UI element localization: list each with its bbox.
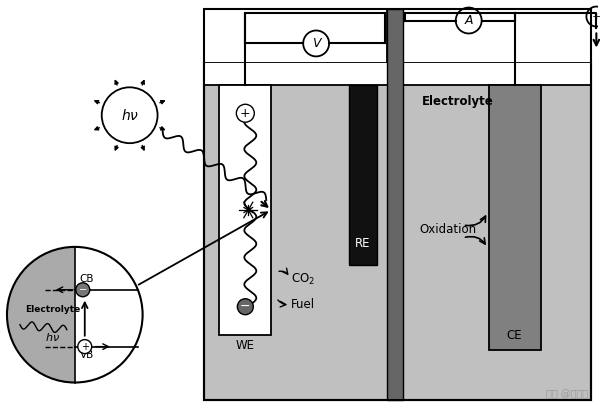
Text: $h\nu$: $h\nu$ [46, 330, 61, 343]
Text: Oxidation: Oxidation [419, 223, 476, 236]
Text: RE: RE [355, 237, 371, 250]
Text: Electrolyte: Electrolyte [25, 305, 80, 314]
Text: WE: WE [236, 339, 255, 352]
Text: +: + [81, 342, 89, 352]
Bar [220, 85, 271, 335]
Bar [349, 85, 377, 265]
Bar [205, 63, 592, 400]
Text: −: − [240, 300, 251, 313]
Bar [205, 63, 592, 85]
Text: CO$_2$: CO$_2$ [291, 272, 315, 288]
Text: CE: CE [507, 328, 523, 342]
Text: Fuel: Fuel [291, 298, 316, 311]
Text: A: A [464, 14, 473, 27]
Text: −: − [79, 285, 87, 295]
Bar [205, 9, 592, 400]
Bar [488, 85, 541, 350]
Text: $h\nu$: $h\nu$ [121, 108, 139, 123]
Text: Electrolyte: Electrolyte [422, 95, 494, 108]
Bar [205, 9, 387, 63]
Text: V: V [312, 37, 320, 50]
Text: +: + [240, 107, 251, 120]
Bar [387, 9, 403, 400]
Text: CB: CB [80, 274, 94, 284]
Wedge shape [75, 247, 143, 382]
Circle shape [78, 339, 92, 354]
Wedge shape [7, 247, 75, 382]
Text: +: + [592, 11, 600, 22]
Circle shape [236, 104, 254, 122]
Circle shape [238, 299, 253, 315]
Circle shape [102, 88, 158, 143]
Bar [403, 9, 592, 63]
Text: VB: VB [80, 350, 94, 360]
Circle shape [76, 283, 90, 297]
Text: 知乎 @智慧树: 知乎 @智慧树 [546, 389, 589, 400]
